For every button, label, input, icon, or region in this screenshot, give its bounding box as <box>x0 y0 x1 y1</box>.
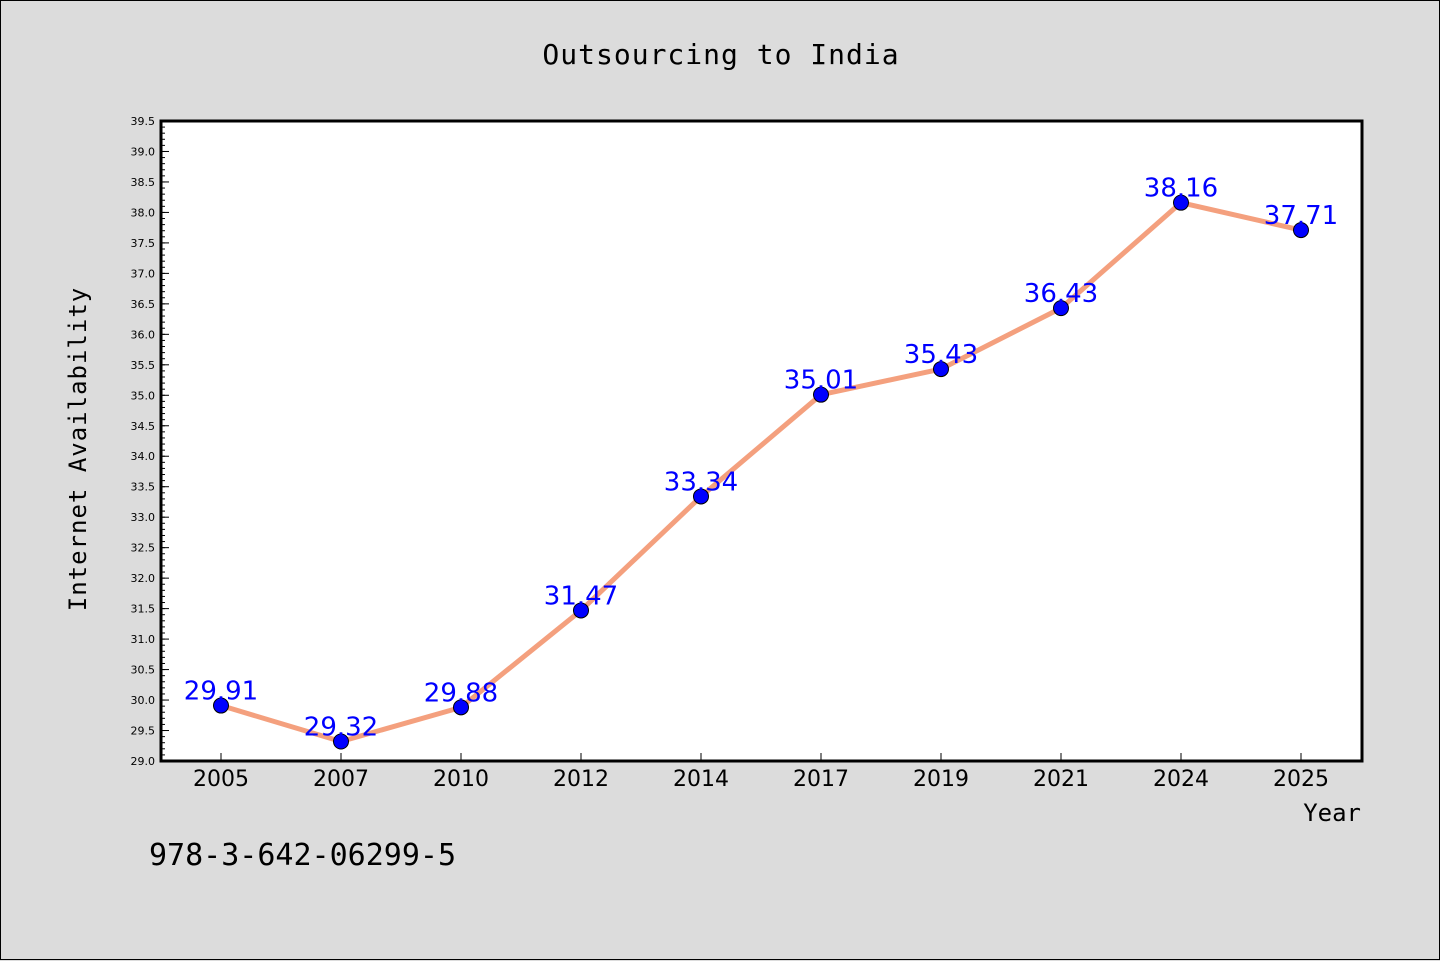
x-axis: 2005 2007 2010 2012 2014 2017 2019 2021 2024 2025 <box>193 753 1329 792</box>
y-tick-label: 29.5 <box>131 725 156 738</box>
y-tick-label: 31.5 <box>131 603 156 616</box>
y-tick-label: 31.0 <box>131 633 156 646</box>
data-label: 37.71 <box>1264 201 1338 231</box>
y-tick-label: 30.5 <box>131 664 156 677</box>
y-tick-label: 32.5 <box>131 542 156 555</box>
y-tick-label: 30.0 <box>131 694 156 707</box>
y-axis: 29.0 29.5 30.0 30.5 31.0 31.5 32.0 32.5 33.0 33.5… <box>131 115 169 768</box>
x-tick-label: 2017 <box>793 767 849 792</box>
data-label: 35.43 <box>904 340 978 370</box>
y-tick-label: 36.5 <box>131 298 156 311</box>
y-tick-label: 29.0 <box>131 755 156 768</box>
x-tick-label: 2019 <box>913 767 969 792</box>
x-tick-label: 2014 <box>673 767 729 792</box>
data-point <box>333 733 349 750</box>
y-tick-label: 34.5 <box>131 420 156 433</box>
x-tick-label: 2025 <box>1273 767 1329 792</box>
x-axis-label: Year <box>1303 799 1361 827</box>
data-point <box>1053 300 1069 317</box>
data-label: 31.47 <box>544 581 618 611</box>
isbn-text: 978-3-642-06299-5 <box>149 838 456 873</box>
data-point <box>573 602 589 619</box>
data-point <box>933 361 949 378</box>
series-line <box>220 200 1302 744</box>
y-tick-label: 35.5 <box>131 359 156 372</box>
data-point <box>1173 194 1189 211</box>
x-tick-label: 2012 <box>553 767 609 792</box>
x-tick-label: 2024 <box>1153 767 1209 792</box>
data-label: 36.43 <box>1024 279 1098 309</box>
y-axis-label: Internet Availability <box>64 287 92 611</box>
data-label: 29.32 <box>304 712 378 742</box>
y-tick-label: 37.0 <box>131 267 156 280</box>
data-label: 29.91 <box>184 677 258 707</box>
y-tick-label: 32.0 <box>131 572 156 585</box>
data-point <box>693 488 709 505</box>
y-tick-label: 34.0 <box>131 450 156 463</box>
y-tick-label: 38.0 <box>131 206 156 219</box>
y-tick-label: 39.5 <box>131 115 156 128</box>
data-point <box>813 386 829 403</box>
y-tick-label: 36.0 <box>131 328 156 341</box>
x-tick-label: 2005 <box>193 767 249 792</box>
y-tick-label: 37.5 <box>131 237 156 250</box>
y-tick-label: 38.5 <box>131 176 156 189</box>
series-layer: 29.91 29.32 29.88 31.47 33.34 35.01 35.43 36.43… <box>184 174 1338 750</box>
plot-area <box>159 119 1364 763</box>
x-tick-label: 2021 <box>1033 767 1089 792</box>
y-tick-label: 39.0 <box>131 145 156 158</box>
data-label: 29.88 <box>424 678 498 708</box>
y-tick-label: 33.5 <box>131 481 156 494</box>
chart-title: Outsourcing to India <box>542 38 899 71</box>
y-tick-label: 35.0 <box>131 389 156 402</box>
x-tick-label: 2007 <box>313 767 369 792</box>
data-point <box>213 697 229 714</box>
data-label: 35.01 <box>784 366 858 396</box>
data-point <box>453 699 469 716</box>
data-label: 38.16 <box>1144 174 1218 204</box>
data-point <box>1293 222 1309 239</box>
y-tick-label: 33.0 <box>131 511 156 524</box>
x-tick-label: 2010 <box>433 767 489 792</box>
data-label: 33.34 <box>664 467 738 497</box>
